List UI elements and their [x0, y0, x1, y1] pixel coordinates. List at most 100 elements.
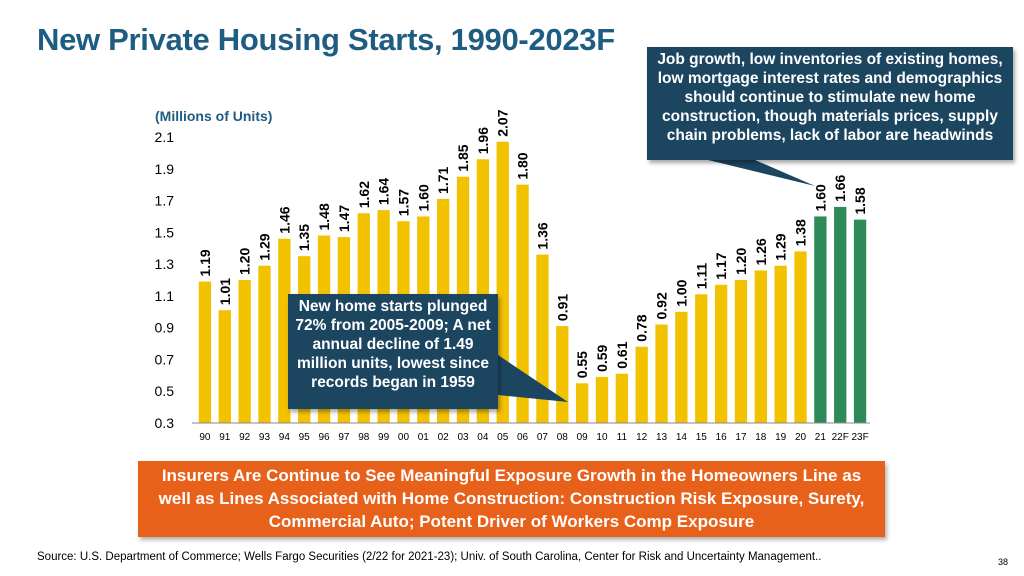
- data-label: 1.20: [733, 248, 749, 275]
- x-tick-label: 10: [596, 432, 608, 443]
- y-tick-label: 0.3: [155, 415, 175, 431]
- bar: [198, 281, 212, 423]
- data-label: 1.64: [376, 178, 392, 205]
- data-label: 1.36: [534, 222, 550, 249]
- y-tick-label: 0.9: [155, 320, 175, 336]
- x-tick-label: 04: [477, 432, 489, 443]
- bar: [575, 383, 589, 423]
- x-tick-label: 99: [378, 432, 390, 443]
- data-label: 1.29: [256, 233, 272, 260]
- bar: [853, 219, 867, 423]
- bar: [714, 284, 728, 423]
- data-label: 1.38: [793, 219, 809, 246]
- x-tick-label: 19: [775, 432, 787, 443]
- callout-headwinds: Job growth, low inventories of existing …: [647, 47, 1013, 160]
- x-tick-label: 13: [656, 432, 668, 443]
- data-label: 1.85: [455, 144, 471, 171]
- x-tick-label: 17: [735, 432, 747, 443]
- y-tick-label: 0.7: [155, 351, 175, 367]
- bar: [655, 324, 668, 423]
- x-tick-label: 95: [299, 432, 311, 443]
- data-label: 1.46: [276, 206, 292, 233]
- x-tick-label: 03: [457, 432, 469, 443]
- data-label: 1.80: [515, 152, 531, 179]
- y-tick-label: 0.5: [155, 383, 175, 399]
- data-label: 1.26: [753, 238, 769, 265]
- bar: [615, 373, 628, 423]
- data-label: 1.00: [673, 279, 689, 306]
- x-tick-label: 93: [259, 432, 271, 443]
- x-tick-label: 01: [418, 432, 430, 443]
- bar: [695, 294, 708, 423]
- callout-top-pointer: [708, 160, 815, 186]
- y-tick-label: 1.7: [155, 193, 175, 209]
- x-tick-label: 14: [676, 432, 688, 443]
- data-label: 1.35: [296, 224, 312, 251]
- callout-mid-pointer: [498, 355, 568, 402]
- bar: [675, 311, 688, 423]
- x-tick-label: 08: [557, 432, 569, 443]
- page-title: New Private Housing Starts, 1990-2023F: [37, 22, 615, 57]
- x-tick-label: 02: [438, 432, 450, 443]
- x-tick-label: 09: [577, 432, 589, 443]
- data-label: 1.48: [316, 203, 332, 230]
- bar: [814, 216, 827, 423]
- x-tick-label: 12: [636, 432, 648, 443]
- x-tick-label: 98: [358, 432, 370, 443]
- x-tick-label: 11: [617, 432, 628, 443]
- bar: [774, 265, 787, 423]
- data-label: 1.19: [197, 249, 213, 276]
- bar: [258, 265, 271, 423]
- bar: [278, 238, 291, 423]
- x-tick-label: 94: [279, 432, 291, 443]
- data-label: 1.20: [237, 248, 253, 275]
- x-tick-label: 96: [318, 432, 330, 443]
- x-tick-label: 16: [716, 432, 728, 443]
- bar: [218, 310, 231, 423]
- x-tick-label: 15: [696, 432, 708, 443]
- data-label: 1.71: [435, 167, 451, 194]
- data-label: 0.55: [574, 351, 590, 378]
- bar: [516, 184, 529, 423]
- callout-decline: New home starts plunged 72% from 2005-20…: [288, 294, 498, 409]
- x-tick-label: 22F: [832, 432, 849, 443]
- data-label: 0.61: [614, 341, 630, 368]
- data-label: 1.17: [713, 252, 729, 279]
- data-label: 1.11: [693, 263, 709, 290]
- data-label: 1.60: [415, 184, 431, 211]
- bar: [794, 251, 807, 423]
- x-tick-label: 07: [537, 432, 549, 443]
- data-label: 0.59: [594, 344, 610, 371]
- source-note: Source: U.S. Department of Commerce; Wel…: [37, 551, 822, 563]
- bar: [834, 206, 847, 423]
- x-tick-label: 20: [795, 432, 807, 443]
- bar: [595, 376, 609, 423]
- data-label: 0.91: [554, 294, 570, 321]
- x-tick-label: 00: [398, 432, 410, 443]
- y-tick-label: 1.9: [155, 161, 175, 177]
- bar: [238, 280, 251, 423]
- data-label: 1.66: [832, 174, 848, 201]
- x-tick-label: 23F: [851, 432, 868, 443]
- data-label: 1.57: [395, 189, 411, 216]
- data-label: 0.78: [634, 314, 650, 341]
- data-label: 0.92: [654, 292, 670, 319]
- bar: [754, 270, 767, 423]
- data-label: 1.60: [812, 184, 828, 211]
- page-number: 38: [998, 557, 1009, 567]
- y-tick-label: 1.5: [155, 224, 175, 240]
- y-axis-label: (Millions of Units): [155, 108, 272, 124]
- bar: [734, 280, 748, 423]
- x-tick-label: 92: [239, 432, 251, 443]
- data-label: 1.58: [852, 187, 868, 214]
- x-tick-label: 90: [199, 432, 211, 443]
- data-label: 2.07: [495, 109, 511, 136]
- data-label: 1.62: [356, 181, 372, 208]
- x-tick-label: 91: [219, 432, 231, 443]
- x-tick-label: 97: [338, 432, 350, 443]
- bar: [556, 326, 569, 423]
- x-tick-label: 06: [517, 432, 529, 443]
- x-tick-label: 05: [497, 432, 509, 443]
- bar: [536, 254, 549, 423]
